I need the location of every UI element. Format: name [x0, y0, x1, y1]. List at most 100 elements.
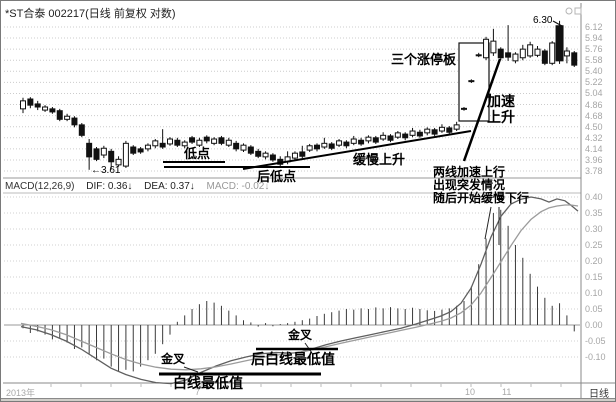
- candle: [497, 47, 504, 61]
- x-axis-month-oct: 10: [465, 387, 476, 397]
- macd-params: MACD(12,26,9): [5, 181, 75, 192]
- candle: [247, 145, 254, 156]
- candle: [122, 140, 129, 168]
- candle: [431, 127, 438, 136]
- macd-axis-label: 0.00: [585, 320, 603, 330]
- macd-axis-label: 0.05: [585, 304, 603, 314]
- candle: [527, 41, 534, 58]
- price-axis-label: 5.58: [585, 55, 603, 66]
- macd-y-axis: 0.40 0.35 0.30 0.25 0.20 0.15 0.10 0.05 0.00 -0.0…: [585, 1, 615, 401]
- candle: [571, 50, 578, 67]
- candle: [453, 121, 460, 132]
- annotation-accelerate-rise: 加速上升: [487, 93, 515, 125]
- candle: [416, 129, 423, 138]
- candle: [380, 132, 387, 141]
- candle: [328, 142, 335, 151]
- candle: [225, 137, 232, 148]
- macd-axis-label: 0.20: [585, 256, 603, 266]
- candle: [402, 132, 409, 141]
- x-axis-month-nov: 11: [502, 387, 512, 397]
- candle: [86, 139, 93, 170]
- candle: [512, 52, 519, 64]
- price-axis-label: 5.04: [585, 88, 603, 99]
- candle: [78, 123, 85, 138]
- price-axis-label: 5.22: [585, 77, 603, 88]
- candle: [130, 145, 137, 156]
- price-axis-label: 4.86: [585, 99, 603, 110]
- macd-header: MACD(12,26,9) DIF: 0.36↓ DEA: 0.37↓ MACD…: [5, 181, 278, 192]
- candle: [336, 139, 343, 148]
- candle: [314, 143, 320, 152]
- candle: [446, 126, 453, 135]
- annotation-slow-rise: 缓慢上升: [353, 152, 406, 167]
- candle: [409, 127, 416, 138]
- panel-frame: [3, 3, 615, 398]
- candle: [211, 137, 218, 146]
- candle: [277, 156, 284, 167]
- candle: [108, 148, 115, 170]
- macd-axis-label: 0.25: [585, 240, 603, 250]
- macd-axis-label: -0.10: [585, 352, 606, 362]
- macd-macd-value: MACD: -0.02↓: [206, 181, 270, 192]
- note-pointer-line-1: [484, 206, 492, 240]
- candle: [394, 131, 401, 140]
- bottom-window-edge: [1, 398, 615, 401]
- x-axis-month-jul: 7: [195, 387, 201, 397]
- candles-plot: [20, 20, 578, 170]
- candle: [115, 156, 122, 167]
- candle: [555, 20, 564, 64]
- annotation-lines: [159, 20, 563, 376]
- candle: [34, 100, 41, 111]
- macd-axis-label: 0.15: [585, 272, 603, 282]
- candle: [541, 49, 548, 66]
- window-deco-square: [574, 7, 582, 15]
- candle: [291, 151, 298, 160]
- candle: [563, 47, 570, 64]
- candle: [218, 135, 225, 146]
- price-axis-label: 5.94: [585, 33, 603, 44]
- candle: [306, 143, 313, 152]
- candle: [93, 147, 100, 162]
- price-axis-label: 4.32: [585, 132, 603, 143]
- candle: [269, 153, 276, 162]
- annotation-later-white-line-min: 后白线最低值: [251, 351, 335, 367]
- macd-plot: [20, 196, 579, 385]
- candle: [461, 107, 467, 111]
- candle: [20, 97, 26, 114]
- chart-title: *ST合泰 002217(日线 前复权 对数): [5, 8, 176, 20]
- macd-axis-label: 0.10: [585, 288, 603, 298]
- candle: [42, 105, 49, 112]
- candle: [196, 137, 203, 148]
- candle: [152, 139, 159, 149]
- macd-axis-label: -0.05: [585, 336, 606, 346]
- candle: [27, 97, 34, 109]
- candle: [505, 25, 512, 61]
- price-axis-label: 3.96: [585, 154, 603, 165]
- candle: [233, 140, 240, 152]
- macd-dea-value: DEA: 0.37↓: [144, 181, 195, 192]
- price-y-axis: 6.12 5.94 5.76 5.58 5.40 5.22 5.04 4.86 4.68 4.50…: [585, 1, 615, 401]
- candle: [534, 46, 541, 58]
- annotation-three-limit-boards: 三个涨停板: [391, 52, 457, 67]
- candle: [490, 28, 497, 56]
- annotation-low-price: ←3.61: [91, 165, 121, 176]
- candle: [181, 140, 188, 149]
- annotation-later-low-point: 后低点: [257, 169, 297, 184]
- macd-dif-value: DIF: 0.36↓: [86, 181, 133, 192]
- candle: [299, 145, 306, 159]
- price-axis-label: 6.12: [585, 21, 603, 32]
- note-line-3: 随后开始缓慢下行: [433, 191, 530, 205]
- slow-rise-trend-line: [242, 130, 472, 170]
- candle: [100, 145, 107, 159]
- candle: [71, 116, 78, 128]
- period-selector[interactable]: 日线: [589, 389, 609, 400]
- window-deco-circle: [565, 7, 573, 15]
- golden-cross-1-pointer: [183, 366, 199, 373]
- candle: [438, 124, 445, 133]
- candle: [483, 36, 490, 61]
- price-axis-label: 5.40: [585, 66, 603, 77]
- candle: [549, 41, 556, 66]
- candle: [519, 44, 526, 61]
